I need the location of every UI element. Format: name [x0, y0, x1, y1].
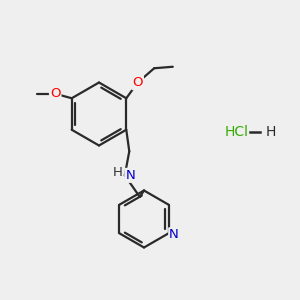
Text: H: H — [112, 167, 122, 179]
Text: O: O — [50, 87, 61, 100]
Text: O: O — [132, 76, 143, 89]
Text: N: N — [169, 228, 179, 241]
Text: HCl: HCl — [225, 125, 249, 139]
Text: N: N — [125, 169, 135, 182]
Text: H: H — [266, 125, 276, 139]
